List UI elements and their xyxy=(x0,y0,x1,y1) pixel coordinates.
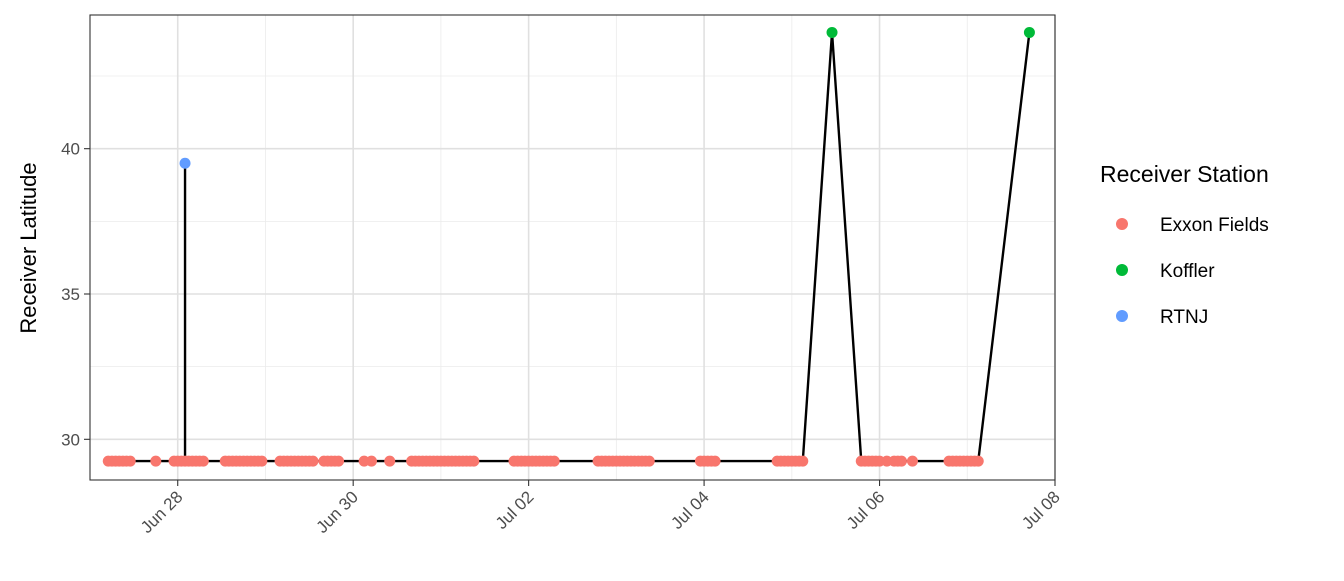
x-tick-label: Jul 02 xyxy=(492,487,538,533)
y-tick-label: 40 xyxy=(61,140,80,159)
panel-background xyxy=(90,15,1055,480)
legend-key xyxy=(1116,218,1128,230)
point-koffler xyxy=(826,26,838,38)
x-tick-label: Jun 30 xyxy=(312,487,362,537)
point-exxon-fields xyxy=(365,455,377,467)
legend: Receiver Station Exxon Fields Koffler RTNJ xyxy=(1100,161,1269,328)
legend-label: Koffler xyxy=(1160,261,1215,282)
point-exxon-fields xyxy=(972,455,984,467)
point-exxon-fields xyxy=(197,455,209,467)
legend-label: RTNJ xyxy=(1160,307,1208,328)
y-tick-label: 30 xyxy=(61,430,80,449)
y-tick-label: 35 xyxy=(61,285,80,304)
data-points xyxy=(102,26,1035,467)
point-exxon-fields xyxy=(709,455,721,467)
point-exxon-fields xyxy=(643,455,655,467)
point-exxon-fields xyxy=(468,455,480,467)
legend-title: Receiver Station xyxy=(1100,161,1269,187)
point-exxon-fields xyxy=(548,455,560,467)
y-axis: 30 35 40 xyxy=(61,140,90,449)
legend-items: Exxon Fields Koffler RTNJ xyxy=(1116,215,1269,328)
x-tick-label: Jun 28 xyxy=(137,487,187,537)
y-axis-title: Receiver Latitude xyxy=(16,162,41,333)
point-exxon-fields xyxy=(150,455,162,467)
point-exxon-fields xyxy=(333,455,345,467)
point-exxon-fields xyxy=(384,455,396,467)
point-rtnj xyxy=(179,157,191,169)
point-exxon-fields xyxy=(906,455,918,467)
panel-border xyxy=(89,14,1056,481)
x-tick-label: Jul 04 xyxy=(667,487,713,533)
point-koffler xyxy=(1023,26,1035,38)
grid-lines xyxy=(89,15,1056,480)
point-exxon-fields xyxy=(895,455,907,467)
point-exxon-fields xyxy=(797,455,809,467)
point-exxon-fields xyxy=(307,455,319,467)
x-tick-label: Jul 06 xyxy=(843,487,889,533)
x-tick-label: Jul 08 xyxy=(1018,487,1064,533)
point-exxon-fields xyxy=(256,455,268,467)
point-exxon-fields xyxy=(124,455,136,467)
x-axis: Jun 28 Jun 30 Jul 02 Jul 04 Jul 06 Jul 08 xyxy=(137,480,1064,537)
legend-key xyxy=(1116,310,1128,322)
legend-label: Exxon Fields xyxy=(1160,215,1269,236)
legend-key xyxy=(1116,264,1128,276)
